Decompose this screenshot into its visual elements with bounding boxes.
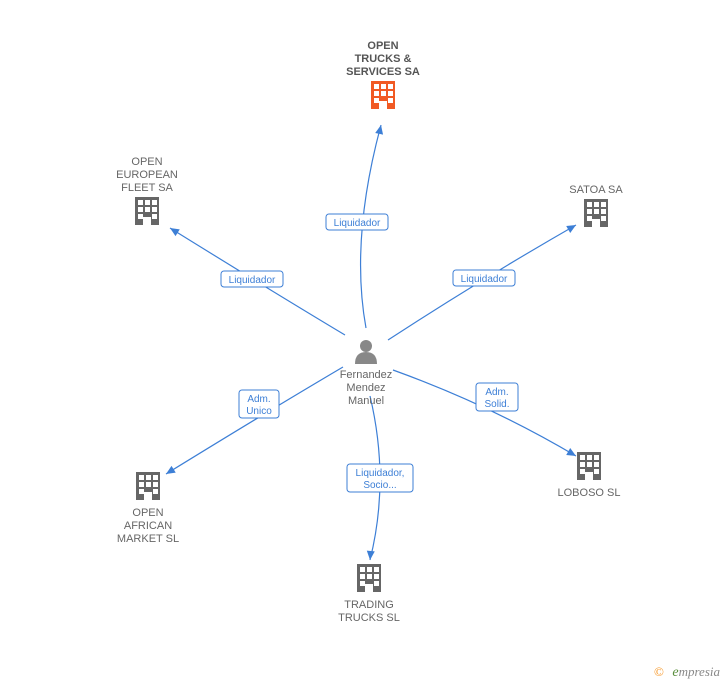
edge-open-european: Liquidador — [168, 225, 345, 335]
edge-open-african: Adm.Unico — [164, 367, 343, 477]
edge-label-open-european: Liquidador — [221, 271, 283, 287]
svg-text:Adm.Unico: Adm.Unico — [246, 394, 272, 417]
arrow-open-european — [168, 225, 180, 237]
svg-text:Liquidador: Liquidador — [461, 274, 508, 285]
edges-group: Liquidador Liquidador Liquidador — [164, 124, 578, 560]
svg-text:Adm.Solid.: Adm.Solid. — [484, 387, 509, 410]
node-label: OPENAFRICANMARKET SL — [117, 507, 179, 545]
edge-label-open-trucks: Liquidador — [326, 214, 388, 230]
edge-trading-trucks: Liquidador,Socio... — [347, 396, 413, 560]
network-diagram: Liquidador Liquidador Liquidador — [0, 0, 728, 685]
arrow-satoa — [566, 222, 578, 233]
center-label: FernandezMendezManuel — [340, 369, 393, 407]
building-icon — [357, 564, 381, 592]
node-loboso: LOBOSO SL — [558, 452, 621, 499]
svg-text:Liquidador: Liquidador — [229, 275, 276, 286]
node-label: LOBOSO SL — [558, 487, 621, 499]
arrow-loboso — [566, 448, 578, 459]
center-node: FernandezMendezManuel — [340, 340, 393, 407]
building-icon — [135, 197, 159, 225]
node-label: OPENEUROPEANFLEET SA — [116, 156, 178, 194]
edge-loboso: Adm.Solid. — [393, 370, 578, 459]
edge-satoa: Liquidador — [388, 222, 578, 340]
person-icon — [355, 340, 377, 364]
edge-label-trading-trucks: Liquidador,Socio... — [347, 464, 413, 492]
edge-label-satoa: Liquidador — [453, 270, 515, 286]
node-satoa: SATOA SA — [569, 184, 623, 227]
arrow-open-trucks — [375, 124, 385, 134]
node-label: OPENTRUCKS &SERVICES SA — [346, 40, 420, 78]
node-trading-trucks: TRADINGTRUCKS SL — [338, 564, 400, 624]
edge-label-loboso: Adm.Solid. — [476, 383, 518, 411]
arrow-trading-trucks — [366, 551, 375, 561]
building-icon — [584, 199, 608, 227]
building-icon — [371, 81, 395, 109]
node-open-european: OPENEUROPEANFLEET SA — [116, 156, 178, 225]
edge-label-open-african: Adm.Unico — [239, 390, 279, 418]
arrow-open-african — [164, 466, 176, 478]
building-icon — [577, 452, 601, 480]
node-open-trucks: OPENTRUCKS &SERVICES SA — [346, 40, 420, 109]
node-label: SATOA SA — [569, 184, 623, 196]
svg-text:Liquidador: Liquidador — [334, 218, 381, 229]
edge-open-trucks: Liquidador — [326, 124, 388, 328]
node-open-african: OPENAFRICANMARKET SL — [117, 472, 179, 545]
footer-branding: © empresia — [654, 663, 720, 680]
building-icon — [136, 472, 160, 500]
node-label: TRADINGTRUCKS SL — [338, 599, 400, 624]
